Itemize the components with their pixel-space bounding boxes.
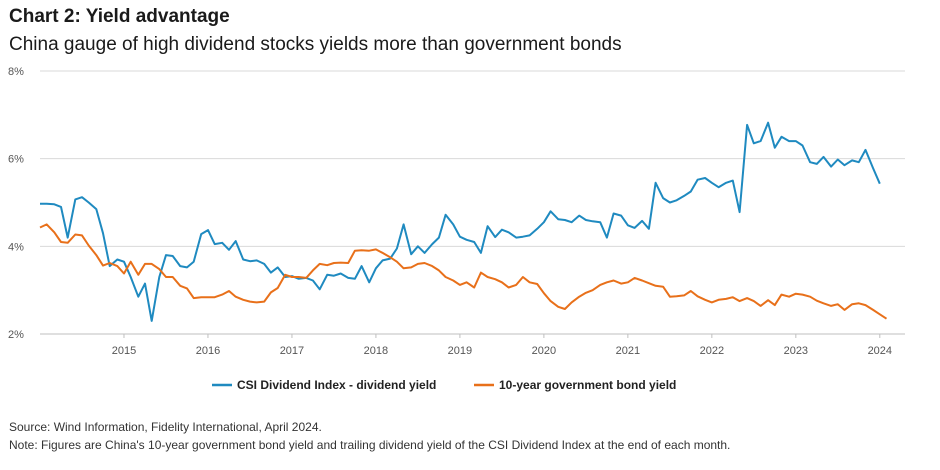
x-tick-label: 2019 bbox=[448, 345, 472, 357]
chart-title: Chart 2: Yield advantage bbox=[9, 6, 230, 27]
x-tick-label: 2022 bbox=[700, 345, 724, 357]
x-tick-label: 2023 bbox=[784, 345, 808, 357]
source-note: Source: Wind Information, Fidelity Inter… bbox=[9, 420, 322, 434]
x-tick-label: 2015 bbox=[112, 345, 136, 357]
x-tick-label: 2016 bbox=[196, 345, 220, 357]
x-tick-label: 2017 bbox=[280, 345, 304, 357]
y-tick-label: 8% bbox=[8, 66, 24, 78]
footnote: Note: Figures are China's 10-year govern… bbox=[9, 438, 731, 452]
series-line-1 bbox=[39, 223, 888, 320]
series-line-0 bbox=[40, 121, 881, 322]
legend-label: CSI Dividend Index - dividend yield bbox=[237, 378, 436, 392]
chart-subtitle: China gauge of high dividend stocks yiel… bbox=[9, 34, 622, 55]
x-tick-label: 2020 bbox=[532, 345, 556, 357]
y-axis: 2% 4% 6% 8% bbox=[8, 66, 24, 341]
y-tick-label: 4% bbox=[8, 241, 24, 253]
y-tick-label: 6% bbox=[8, 154, 24, 166]
x-tick-label: 2018 bbox=[364, 345, 388, 357]
grid-lines bbox=[40, 70, 905, 335]
x-axis: 2015 2016 2017 2018 2019 2020 2021 2022 2023 2024 bbox=[112, 334, 892, 357]
x-tick-label: 2024 bbox=[868, 345, 892, 357]
legend-label: 10-year government bond yield bbox=[499, 378, 676, 392]
legend: CSI Dividend Index - dividend yield 10-ye… bbox=[212, 378, 676, 392]
x-tick-label: 2021 bbox=[616, 345, 640, 357]
series-lines bbox=[39, 121, 888, 322]
y-tick-label: 2% bbox=[8, 329, 24, 341]
